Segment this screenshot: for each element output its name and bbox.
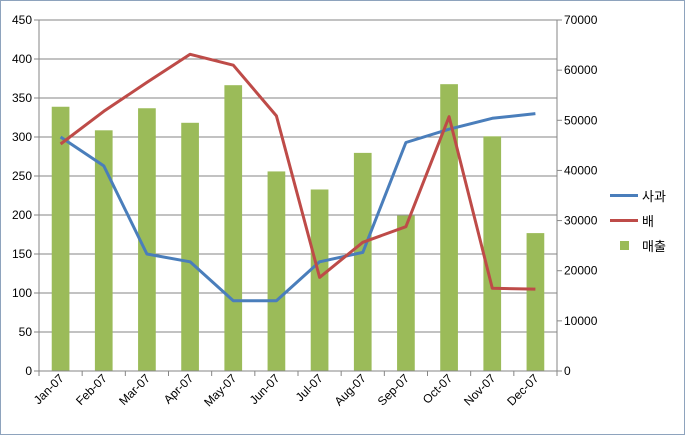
x-tick-label: Oct-07 — [420, 371, 456, 407]
y-left-tick-label: 200 — [12, 208, 32, 222]
bar — [397, 215, 415, 371]
bar — [94, 130, 113, 371]
x-tick-label: May-07 — [201, 371, 239, 409]
y-right-tick-label: 50000 — [564, 113, 598, 127]
y-right-tick-label: 60000 — [564, 63, 598, 77]
y-right-tick-label: 70000 — [564, 13, 598, 27]
bar — [267, 171, 286, 371]
x-tick-label: Aug-07 — [332, 371, 369, 408]
bar-series — [51, 84, 545, 372]
legend-swatch-apple — [610, 194, 638, 197]
line-series-0 — [59, 112, 536, 303]
y-right-tick-label: 0 — [564, 364, 571, 378]
x-tick-label: Sep-07 — [375, 371, 412, 408]
line-series — [59, 52, 536, 303]
legend-swatch-pear — [610, 219, 638, 222]
y-right-tick-label: 20000 — [564, 264, 598, 278]
bar — [526, 233, 545, 371]
x-tick-label: Dec-07 — [504, 371, 541, 408]
y-left-tick-label: 400 — [12, 52, 32, 66]
line-series-1 — [59, 52, 536, 291]
legend-item-pear: 배 — [610, 208, 666, 233]
legend-label-pear: 배 — [642, 214, 654, 229]
legend: 사과 배 매출 — [610, 183, 666, 258]
legend-label-sales: 매출 — [642, 239, 666, 254]
bar — [310, 189, 329, 371]
x-tick-label: Mar-07 — [116, 371, 153, 408]
gridlines — [39, 19, 557, 333]
x-tick-label: Feb-07 — [73, 371, 110, 408]
y-left-tick-label: 300 — [12, 130, 32, 144]
bar — [440, 84, 458, 371]
bar — [51, 106, 70, 372]
y-left-tick-label: 0 — [25, 364, 32, 378]
bar — [483, 136, 502, 371]
bar — [224, 85, 243, 371]
bar — [353, 152, 372, 371]
y-left-tick-label: 50 — [19, 325, 33, 339]
y-left-tick-label: 150 — [12, 247, 32, 261]
y-right-tick-label: 10000 — [564, 314, 598, 328]
legend-item-sales: 매출 — [610, 233, 666, 258]
y-right-tick-label: 30000 — [564, 214, 598, 228]
y-right-tick-label: 40000 — [564, 163, 598, 177]
x-tick-label: Apr-07 — [161, 371, 197, 407]
x-tick-label: Jun-07 — [247, 371, 283, 407]
x-tick-label: Jan-07 — [31, 371, 67, 407]
y-left-tick-label: 450 — [12, 13, 32, 27]
y-left-tick-label: 350 — [12, 91, 32, 105]
legend-label-apple: 사과 — [642, 189, 666, 204]
bar — [181, 122, 199, 372]
x-tick-label: Nov-07 — [461, 371, 498, 408]
bar — [138, 108, 156, 371]
y-left-tick-label: 250 — [12, 169, 32, 183]
legend-item-apple: 사과 — [610, 183, 666, 208]
legend-swatch-sales — [620, 241, 629, 250]
y-left-tick-label: 100 — [12, 286, 32, 300]
